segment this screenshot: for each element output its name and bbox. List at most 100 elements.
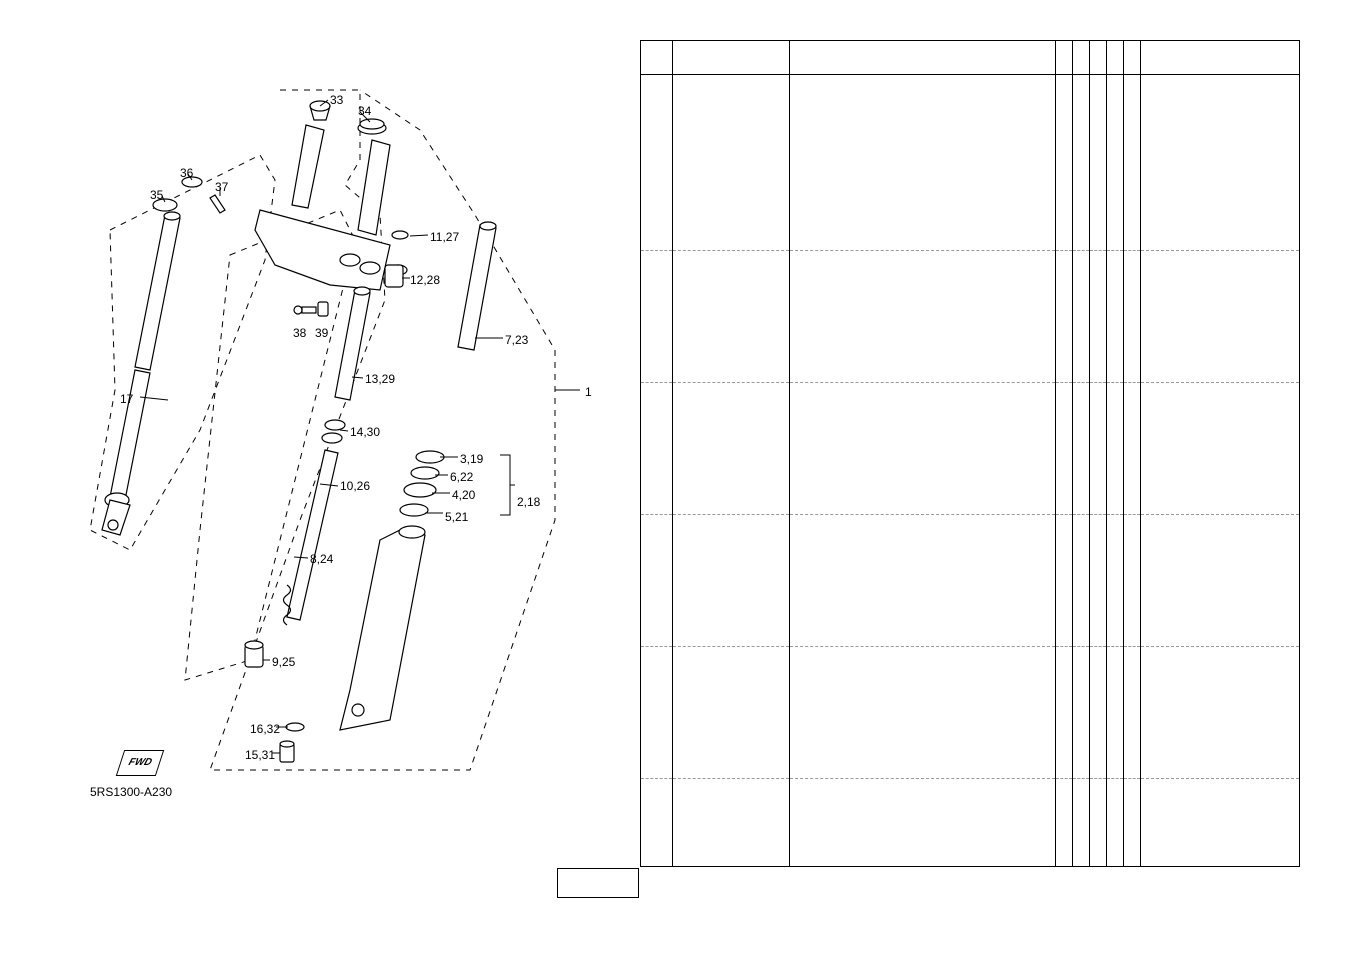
table-cell <box>789 185 1055 207</box>
table-cell <box>1089 75 1106 97</box>
table-cell <box>641 713 673 735</box>
table-cell <box>1072 207 1089 229</box>
table-row <box>641 537 1300 559</box>
table-cell <box>641 669 673 691</box>
table-row <box>641 691 1300 713</box>
table-cell <box>789 845 1055 867</box>
table-cell <box>1055 339 1072 361</box>
table-cell <box>1089 823 1106 845</box>
table-cell <box>1106 603 1123 625</box>
table-cell <box>672 823 789 845</box>
table-cell <box>641 141 673 163</box>
table-cell <box>789 691 1055 713</box>
table-cell <box>1055 119 1072 141</box>
table-cell <box>641 273 673 295</box>
table-cell <box>1140 339 1300 361</box>
table-cell <box>1106 405 1123 427</box>
table-cell <box>1089 581 1106 603</box>
table-row <box>641 471 1300 493</box>
table-cell <box>1089 207 1106 229</box>
table-cell <box>1055 405 1072 427</box>
table-cell <box>1089 97 1106 119</box>
table-cell <box>1072 449 1089 471</box>
table-cell <box>1140 119 1300 141</box>
table-cell <box>789 515 1055 537</box>
table-cell <box>789 581 1055 603</box>
table-cell <box>789 405 1055 427</box>
table-cell <box>1123 229 1140 251</box>
table-cell <box>1123 295 1140 317</box>
table-cell <box>1055 493 1072 515</box>
table-cell <box>1089 537 1106 559</box>
table-cell <box>789 735 1055 757</box>
callout-label: 13,29 <box>365 372 395 386</box>
table-row <box>641 735 1300 757</box>
table-cell <box>1140 691 1300 713</box>
table-cell <box>1106 339 1123 361</box>
table-cell <box>641 581 673 603</box>
table-cell <box>1106 383 1123 405</box>
table-cell <box>1123 647 1140 669</box>
table-cell <box>1072 669 1089 691</box>
table-cell <box>1106 493 1123 515</box>
table-cell <box>641 515 673 537</box>
table-cell <box>1106 427 1123 449</box>
table-cell <box>672 317 789 339</box>
table-cell <box>1140 559 1300 581</box>
table-cell <box>1140 405 1300 427</box>
table-cell <box>1055 273 1072 295</box>
table-cell <box>1072 757 1089 779</box>
table-cell <box>1106 845 1123 867</box>
table-cell <box>1072 185 1089 207</box>
table-cell <box>1140 295 1300 317</box>
table-cell <box>789 823 1055 845</box>
table-cell <box>1140 163 1300 185</box>
table-cell <box>641 339 673 361</box>
table-cell <box>1140 185 1300 207</box>
table-cell <box>641 625 673 647</box>
table-cell <box>1123 449 1140 471</box>
table-cell <box>1089 229 1106 251</box>
table-cell <box>1055 185 1072 207</box>
table-cell <box>789 273 1055 295</box>
table-cell <box>1140 801 1300 823</box>
table-cell <box>1072 559 1089 581</box>
table-cell <box>1089 757 1106 779</box>
table-cell <box>672 119 789 141</box>
table-cell <box>1055 647 1072 669</box>
table-row <box>641 75 1300 97</box>
table-cell <box>672 625 789 647</box>
table-cell <box>1106 119 1123 141</box>
table-cell <box>641 757 673 779</box>
table-cell <box>1072 823 1089 845</box>
table-cell <box>1140 845 1300 867</box>
table-cell <box>1140 317 1300 339</box>
table-cell <box>1123 471 1140 493</box>
table-row <box>641 163 1300 185</box>
callout-label: 35 <box>150 188 163 202</box>
table-cell <box>789 449 1055 471</box>
table-cell <box>1106 97 1123 119</box>
table-header <box>641 41 1300 75</box>
table-cell <box>1072 75 1089 97</box>
table-cell <box>1089 405 1106 427</box>
table-cell <box>1106 361 1123 383</box>
table-cell <box>1106 229 1123 251</box>
table-cell <box>1106 251 1123 273</box>
table-cell <box>1055 713 1072 735</box>
table-cell <box>1055 383 1072 405</box>
callout-label: 33 <box>330 93 343 107</box>
table-cell <box>789 317 1055 339</box>
table-cell <box>1089 559 1106 581</box>
table-cell <box>1106 713 1123 735</box>
table-cell <box>1123 383 1140 405</box>
parts-table <box>640 40 1300 867</box>
table-cell <box>1089 273 1106 295</box>
table-cell <box>641 449 673 471</box>
table-cell <box>1140 647 1300 669</box>
table-cell <box>1089 845 1106 867</box>
callout-label: 7,23 <box>505 333 528 347</box>
table-cell <box>1106 295 1123 317</box>
callout-label: 16,32 <box>250 722 280 736</box>
table-cell <box>1140 361 1300 383</box>
